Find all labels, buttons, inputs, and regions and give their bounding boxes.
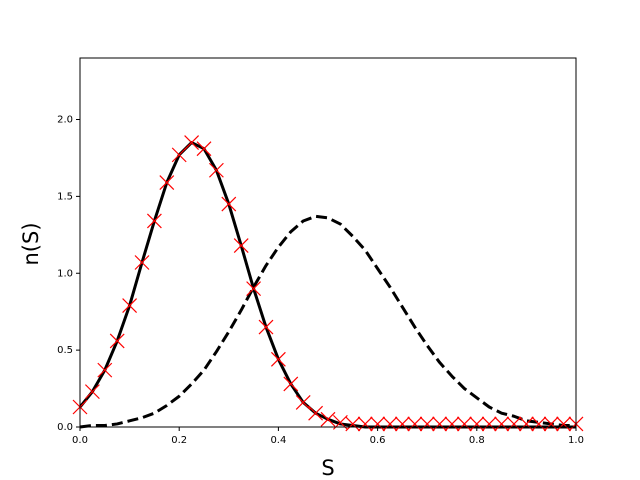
marker [506, 416, 522, 432]
y-tick-label: 1.5 [57, 191, 73, 202]
y-axis-label: n(S) [19, 222, 43, 265]
marker [258, 319, 274, 335]
marker [208, 162, 224, 178]
marker [394, 416, 410, 432]
marker [456, 416, 472, 432]
y-tick-label: 2.0 [57, 115, 73, 126]
marker [233, 238, 249, 253]
marker [370, 416, 386, 432]
marker [469, 416, 485, 432]
marker [556, 416, 572, 432]
marker [419, 416, 435, 432]
marker [109, 333, 125, 349]
marker [221, 196, 237, 212]
line [79, 214, 576, 429]
marker [97, 362, 113, 378]
marker [494, 416, 510, 432]
x-tick-label: 0.8 [469, 435, 485, 446]
marker [84, 384, 100, 400]
marker [543, 416, 559, 432]
marker [246, 281, 262, 297]
marker [171, 147, 187, 163]
marker [295, 394, 311, 410]
marker [146, 213, 162, 229]
plot-frame [79, 57, 577, 428]
marker [444, 416, 460, 432]
marker [283, 376, 299, 392]
marker [357, 416, 373, 432]
marker [184, 135, 200, 150]
line [78, 141, 576, 429]
x-tick-label: 1.0 [568, 435, 584, 446]
marker [407, 416, 423, 432]
x-tick-label: 0.2 [171, 435, 187, 446]
marker [308, 405, 324, 421]
marker [531, 416, 547, 432]
y-tick-label: 0.5 [57, 345, 73, 356]
marker [382, 416, 398, 432]
x-tick-label: 0.6 [370, 435, 386, 446]
marker [270, 351, 286, 367]
marker [320, 411, 336, 427]
x-tick-label: 0.4 [270, 435, 286, 446]
y-tick-label: 0.0 [57, 422, 73, 433]
x-axis-label: S [321, 456, 334, 480]
marker [159, 175, 175, 190]
marker [196, 141, 212, 157]
marker [122, 298, 138, 313]
y-tick-label: 1.0 [57, 268, 73, 279]
marker [134, 255, 150, 270]
marker [345, 416, 361, 432]
x-tick-label: 0.0 [72, 435, 88, 446]
marker [518, 416, 534, 432]
marker [481, 416, 497, 432]
marker [432, 416, 448, 432]
